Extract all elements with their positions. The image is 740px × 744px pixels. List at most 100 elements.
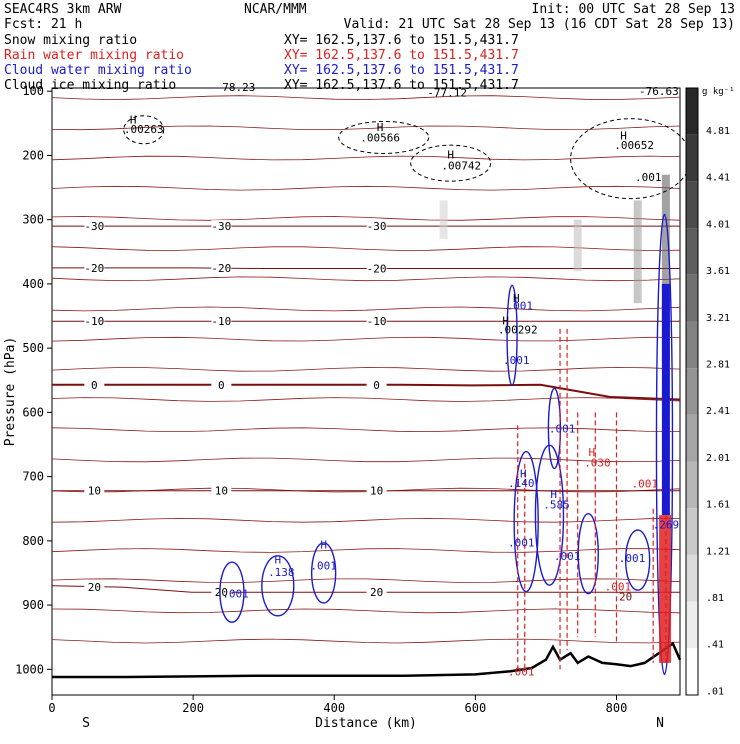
label-bg (211, 220, 232, 233)
contour-annotation: H (588, 446, 595, 459)
colorbar-tick-label: 2.41 (706, 406, 730, 417)
x-tick-label: 200 (182, 701, 204, 715)
temperature-label: -30 (367, 220, 387, 233)
contour-annotation: H (513, 292, 520, 305)
y-tick-label: 100 (22, 84, 44, 98)
contour-annotation: .140 (508, 477, 535, 490)
colorbar: 4.81 4.41 4.01 3.61 3.21 2.81 2.41 2.01 1.61 1.21… (685, 87, 735, 697)
theta-contour (51, 397, 681, 402)
cloud-water-contour (577, 512, 599, 595)
contour-annotation: H (274, 553, 281, 566)
contour-annotation: .001 (508, 666, 535, 679)
theta-contour (51, 487, 681, 493)
contour-annotation: .00292 (498, 323, 538, 336)
temperature-label: -20 (367, 262, 387, 275)
snow-band (573, 219, 582, 272)
cloud-water-contour (655, 213, 674, 676)
contour-annotation: .001 (549, 422, 576, 435)
contour-annotation: H (320, 539, 327, 552)
theta-contour (51, 306, 681, 312)
contour-annotation: 20 (619, 591, 632, 604)
rain-water-core (659, 515, 672, 663)
label-bg (84, 581, 105, 594)
contour-annotation: .585 (543, 499, 570, 512)
contour-annotation: .001 (503, 354, 530, 367)
contour-annotation: H (447, 149, 454, 162)
x-tick-label: 800 (606, 701, 628, 715)
theta-contour (51, 336, 681, 342)
temperature-label: 10 (215, 485, 228, 498)
colorbar-unit: g kg⁻¹ (702, 87, 735, 97)
temperature-label: -20 (211, 262, 231, 275)
temperature-label: -10 (211, 315, 231, 328)
colorbar-tick-label: 2.01 (706, 453, 730, 464)
theta-contour (51, 638, 681, 644)
cloud-water-contour (219, 561, 245, 623)
end-label-south: S (82, 716, 90, 731)
header-center: NCAR/MMM (244, 2, 307, 17)
contour-annotation: .00652 (614, 139, 654, 152)
contour-annotation: H (520, 467, 527, 480)
temperature-label: -20 (84, 262, 104, 275)
label-bg (84, 378, 105, 391)
contour-annotation: .001 (605, 580, 632, 593)
header-init: Init: 00 UTC Sat 28 Sep 13 (532, 2, 736, 17)
contour-annotation: .001 (222, 587, 249, 600)
contour-annotation: H (377, 121, 384, 134)
theta-contour (51, 578, 681, 583)
temperature-label: -30 (211, 220, 231, 233)
temperature-label: 0 (373, 379, 380, 392)
label-bg (211, 484, 232, 497)
y-tick-label: 400 (22, 277, 44, 291)
x-axis-label: Distance (km) (315, 716, 417, 731)
label-bg (366, 484, 387, 497)
cloud-ice-contour (410, 144, 492, 182)
theta-contour (51, 608, 681, 614)
colorbar-swatch (686, 368, 698, 415)
colorbar-tick-label: 1.21 (706, 546, 730, 557)
colorbar-swatch (686, 134, 698, 182)
cloud-ice-contour (123, 115, 165, 145)
temperature-label: -30 (84, 220, 104, 233)
colorbar-tick-label: 4.81 (706, 126, 730, 137)
snow-band (633, 200, 642, 304)
label-bg (211, 315, 232, 328)
label-bg (366, 262, 387, 275)
colorbar-swatch (686, 601, 698, 649)
contour-annotation: -78.23 (216, 81, 256, 94)
colorbar-swatch (686, 461, 698, 509)
contour-annotation: H (550, 488, 557, 501)
temperature-label: 10 (370, 485, 383, 498)
x-axis: 0 200 400 600 800 Distance (km) S N (48, 695, 664, 731)
y-tick-label: 200 (22, 148, 44, 162)
contour-annotation: -76.63 (639, 85, 679, 98)
colorbar-swatch (686, 648, 698, 695)
colorbar-tick-label: 3.21 (706, 313, 730, 324)
contour-annotation: .001 (554, 550, 581, 563)
colorbar-swatch (686, 181, 698, 229)
contour-annotation: .030 (584, 456, 611, 469)
contour-annotation: .001 (507, 300, 534, 313)
y-axis: 100 200 300 400 500 600 700 800 900 1000 Pressure … (3, 84, 52, 676)
snow-shading (439, 174, 670, 361)
cloud-water-contour (506, 284, 518, 386)
temperature-label: 0 (91, 379, 98, 392)
temperature-label: -10 (367, 315, 387, 328)
temperature-label: 20 (370, 586, 383, 599)
temperature-contours: -30 -30 -30 -20 -20 -20 -10 -10 -10 0 0 0 10 10 10 20 20… (51, 220, 681, 599)
cloud-water-core (661, 283, 670, 516)
cloud-water-contour (534, 444, 565, 586)
theta-contour (51, 427, 681, 433)
theta-contour (51, 517, 681, 523)
temperature-label: 10 (88, 485, 101, 498)
colorbar-tick-label: 2.81 (706, 359, 730, 370)
contour-annotation: .269 (653, 519, 680, 532)
end-label-north: N (656, 716, 664, 731)
header-model: SEAC4RS 3km ARW (4, 2, 122, 17)
cloud-water-contour (261, 555, 295, 617)
legend-entry: Rain water mixing ratio (4, 48, 184, 63)
x-tick-label: 400 (323, 701, 345, 715)
temperature-label: -10 (84, 315, 104, 328)
